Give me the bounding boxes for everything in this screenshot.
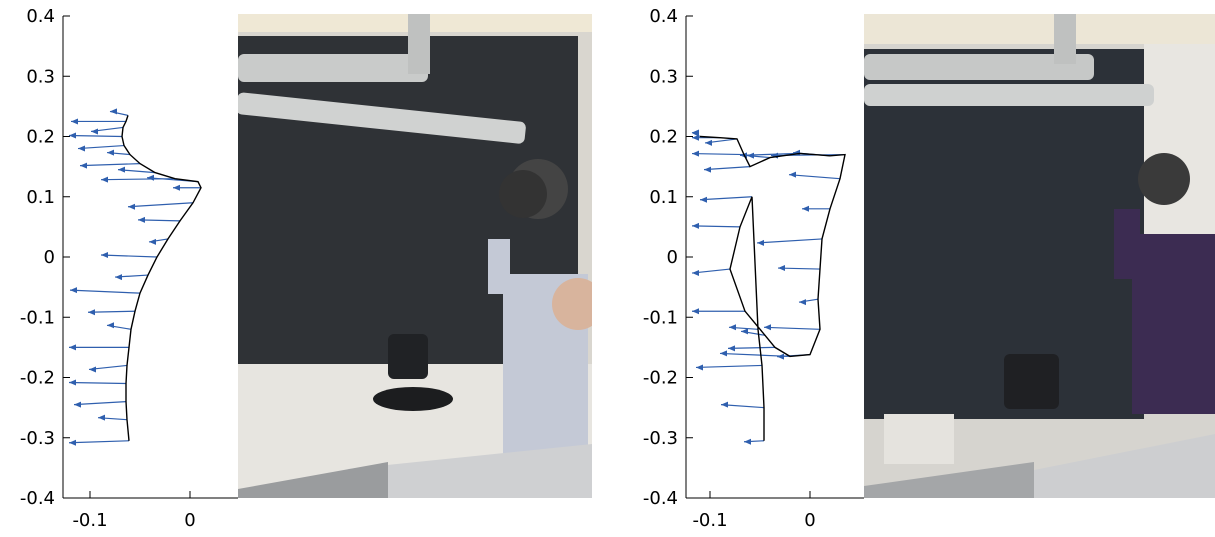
x-tick-label: 0 [804, 510, 815, 531]
force-arrow-head [101, 176, 108, 183]
force-arrow [691, 152, 745, 156]
force-arrow [720, 404, 765, 409]
y-tick-label: -0.2 [20, 368, 55, 389]
force-arrow-head [71, 118, 78, 125]
force-arrow [127, 202, 194, 208]
y-tick-label: -0.1 [20, 307, 55, 328]
force-arrow [77, 144, 125, 150]
force-arrow-head [692, 270, 699, 277]
y-tick-label: 0.4 [26, 6, 55, 27]
left-photo [238, 14, 592, 498]
right-photo [864, 14, 1215, 498]
force-arrow [703, 166, 751, 171]
force-arrow-head [692, 150, 699, 157]
force-arrow [73, 401, 127, 406]
force-arrow-head [89, 366, 96, 373]
force-arrow [727, 346, 776, 349]
y-tick-label: 0.3 [26, 66, 55, 87]
force-arrow-head [107, 149, 114, 156]
force-arrow-head [728, 345, 735, 352]
force-arrow-head [98, 414, 105, 421]
force-arrow-head [729, 324, 736, 331]
force-arrow-head [700, 196, 707, 203]
force-arrow-head [802, 205, 809, 212]
force-arrow-head [173, 184, 180, 191]
y-tick-label: 0.1 [649, 187, 678, 208]
y-tick-label: -0.1 [643, 307, 678, 328]
force-arrow [69, 289, 141, 294]
force-arrow-head [107, 322, 114, 329]
force-arrow-head [705, 139, 712, 146]
force-arrow-head [88, 309, 95, 316]
force-arrow-head [692, 308, 699, 315]
force-arrow-head [799, 299, 806, 306]
y-tick-label: 0 [44, 247, 55, 268]
y-tick-label: 0.2 [26, 127, 55, 148]
force-arrow-head [147, 174, 154, 181]
force-arrow [763, 326, 821, 330]
x-tick-label: -0.1 [692, 510, 727, 531]
left-trajectory-curve [121, 115, 202, 441]
y-tick-label: -0.4 [643, 488, 678, 509]
force-arrow-head [720, 350, 727, 357]
force-arrow-head [757, 239, 764, 246]
force-arrow-head [69, 439, 76, 446]
force-arrow-head [138, 216, 145, 223]
force-arrow-head [692, 134, 699, 141]
y-tick-label: -0.3 [20, 428, 55, 449]
right-force-arrows [691, 129, 846, 445]
left-trajectory-plot: 0.4 0.3 0.2 0.1 0 -0.1 -0.2 -0.3 -0.4 -0.1 0 [20, 6, 238, 531]
force-arrow-head [91, 128, 98, 135]
force-arrow-head [101, 252, 108, 258]
y-tick-label: -0.2 [643, 368, 678, 389]
force-arrow-head [110, 108, 117, 115]
y-tick-label: -0.4 [20, 488, 55, 509]
y-tick-label: 0.3 [649, 66, 678, 87]
force-arrow-head [69, 132, 76, 139]
force-arrow-head [696, 364, 703, 371]
force-arrow-head [741, 328, 748, 335]
y-tick-label: 0.1 [26, 187, 55, 208]
force-arrow-head [69, 344, 76, 351]
force-arrow [739, 152, 801, 156]
force-arrow [691, 225, 741, 228]
force-arrow [100, 254, 158, 258]
force-arrow-head [149, 238, 156, 245]
force-arrow [695, 364, 763, 369]
right-trajectory-curve [699, 135, 846, 441]
force-arrow-head [80, 162, 87, 169]
force-arrow-head [118, 166, 125, 173]
force-arrow [719, 352, 791, 358]
force-arrow-head [789, 171, 796, 178]
right-trajectory-plot: 0.4 0.3 0.2 0.1 0 -0.1 -0.2 -0.3 -0.4 -0.1 0 [643, 6, 864, 531]
force-arrow [756, 238, 823, 244]
force-arrow-head [704, 166, 711, 173]
force-arrow [68, 440, 130, 444]
force-arrow-head [778, 265, 785, 272]
force-arrow [79, 163, 141, 167]
force-arrow-head [692, 222, 699, 229]
x-tick-label: 0 [184, 510, 195, 531]
force-arrow-head [70, 287, 77, 294]
force-arrow [68, 134, 123, 138]
force-arrow [699, 196, 753, 201]
force-arrow [68, 381, 127, 385]
force-arrow-head [128, 203, 135, 210]
force-arrow-head [692, 129, 699, 136]
force-arrow [788, 174, 841, 180]
force-arrow-head [78, 145, 85, 152]
force-arrow-head [115, 274, 122, 281]
force-arrow-head [74, 401, 81, 408]
force-arrow-head [721, 401, 728, 408]
y-tick-label: 0.4 [649, 6, 678, 27]
y-tick-label: 0.2 [649, 127, 678, 148]
force-arrow [87, 310, 136, 313]
force-arrow-head [764, 324, 771, 331]
force-arrow-head [744, 438, 751, 445]
left-force-arrows [68, 108, 201, 446]
y-tick-label: 0 [667, 247, 678, 268]
y-tick-label: -0.3 [643, 428, 678, 449]
force-arrow-head [69, 379, 76, 386]
x-tick-label: -0.1 [72, 510, 107, 531]
